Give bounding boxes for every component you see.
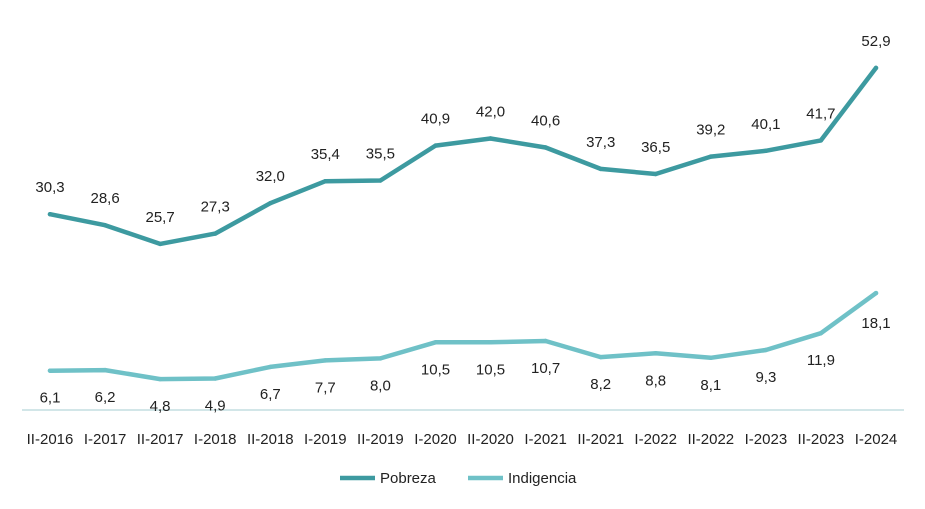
data-label-indigencia: 10,5 bbox=[421, 361, 450, 378]
x-tick-label: II-2018 bbox=[247, 431, 294, 448]
data-point-indigencia bbox=[763, 347, 769, 353]
x-tick-label: II-2016 bbox=[27, 431, 74, 448]
data-point-indigencia bbox=[873, 290, 879, 296]
x-tick-label: I-2018 bbox=[194, 431, 237, 448]
data-point-pobreza bbox=[488, 136, 493, 141]
data-point-pobreza bbox=[873, 65, 879, 71]
data-label-pobreza: 37,3 bbox=[586, 134, 615, 151]
data-label-indigencia: 6,1 bbox=[40, 390, 61, 407]
legend-label-pobreza: Pobreza bbox=[380, 470, 437, 487]
data-label-pobreza: 42,0 bbox=[476, 104, 505, 121]
data-label-indigencia: 8,0 bbox=[370, 377, 391, 394]
x-tick-label: I-2020 bbox=[414, 431, 457, 448]
x-tick-label: I-2023 bbox=[745, 431, 788, 448]
x-tick-label: I-2021 bbox=[524, 431, 567, 448]
x-tick-label: I-2017 bbox=[84, 431, 127, 448]
x-tick-label: II-2017 bbox=[137, 431, 184, 448]
data-point-indigencia bbox=[708, 355, 713, 360]
x-tick-label: I-2019 bbox=[304, 431, 347, 448]
data-label-indigencia: 11,9 bbox=[807, 352, 835, 369]
data-label-indigencia: 6,2 bbox=[95, 389, 116, 406]
data-point-indigencia bbox=[47, 368, 53, 373]
x-tick-label: II-2019 bbox=[357, 431, 404, 448]
x-tick-label: I-2024 bbox=[855, 431, 898, 448]
data-point-pobreza bbox=[763, 148, 769, 153]
data-label-pobreza: 41,7 bbox=[806, 105, 835, 122]
data-label-pobreza: 36,5 bbox=[641, 139, 670, 156]
data-point-pobreza bbox=[378, 178, 383, 183]
data-label-indigencia: 8,8 bbox=[645, 372, 666, 389]
data-label-pobreza: 52,9 bbox=[861, 33, 890, 50]
data-point-pobreza bbox=[47, 212, 53, 217]
data-point-pobreza bbox=[213, 231, 218, 236]
data-label-pobreza: 27,3 bbox=[201, 199, 230, 216]
data-label-pobreza: 40,1 bbox=[751, 116, 780, 133]
data-label-pobreza: 35,5 bbox=[366, 146, 395, 163]
data-label-indigencia: 7,7 bbox=[315, 379, 336, 396]
data-label-indigencia: 9,3 bbox=[755, 369, 776, 386]
data-point-indigencia bbox=[543, 338, 548, 344]
data-label-indigencia: 6,7 bbox=[260, 386, 281, 403]
data-label-pobreza: 25,7 bbox=[145, 209, 174, 226]
legend: Pobreza Indigencia bbox=[340, 470, 577, 487]
data-point-indigencia bbox=[268, 364, 273, 370]
data-point-indigencia bbox=[818, 331, 824, 336]
data-label-pobreza: 39,2 bbox=[696, 122, 725, 139]
data-point-indigencia bbox=[323, 358, 328, 363]
data-label-indigencia: 8,2 bbox=[590, 376, 611, 393]
data-point-pobreza bbox=[543, 145, 548, 150]
x-tick-label: II-2021 bbox=[577, 431, 624, 448]
data-point-pobreza bbox=[818, 138, 824, 143]
data-point-indigencia bbox=[213, 376, 218, 381]
data-point-indigencia bbox=[433, 340, 438, 345]
data-label-indigencia: 4,8 bbox=[150, 398, 171, 415]
data-point-pobreza bbox=[598, 166, 603, 172]
data-label-indigencia: 10,7 bbox=[531, 360, 560, 377]
legend-label-indigencia: Indigencia bbox=[508, 470, 577, 487]
data-point-indigencia bbox=[488, 340, 493, 345]
data-label-pobreza: 32,0 bbox=[256, 168, 285, 185]
data-point-pobreza bbox=[102, 223, 108, 228]
series-line-indigencia bbox=[47, 290, 879, 382]
data-point-indigencia bbox=[157, 376, 163, 382]
data-label-indigencia: 10,5 bbox=[476, 361, 505, 378]
data-point-pobreza bbox=[157, 241, 163, 247]
data-point-pobreza bbox=[708, 154, 713, 159]
data-point-pobreza bbox=[653, 171, 658, 177]
data-point-indigencia bbox=[653, 351, 658, 356]
x-tick-label: I-2022 bbox=[634, 431, 677, 448]
data-point-indigencia bbox=[598, 354, 603, 360]
data-label-pobreza: 35,4 bbox=[311, 146, 340, 163]
data-label-pobreza: 30,3 bbox=[35, 179, 64, 196]
series-line-pobreza bbox=[47, 65, 879, 247]
data-label-pobreza: 40,6 bbox=[531, 113, 560, 130]
data-point-indigencia bbox=[102, 367, 108, 373]
data-label-indigencia: 4,9 bbox=[205, 398, 226, 415]
data-label-pobreza: 40,9 bbox=[421, 111, 450, 128]
data-point-pobreza bbox=[323, 179, 328, 184]
data-label-indigencia: 18,1 bbox=[861, 315, 890, 332]
x-tick-label: II-2023 bbox=[798, 431, 845, 448]
data-point-indigencia bbox=[378, 356, 383, 361]
data-point-pobreza bbox=[268, 201, 273, 206]
data-point-pobreza bbox=[433, 143, 438, 148]
x-tick-label: II-2020 bbox=[467, 431, 514, 448]
data-label-pobreza: 28,6 bbox=[90, 190, 119, 207]
data-label-indigencia: 8,1 bbox=[700, 377, 721, 394]
x-tick-label: II-2022 bbox=[687, 431, 734, 448]
